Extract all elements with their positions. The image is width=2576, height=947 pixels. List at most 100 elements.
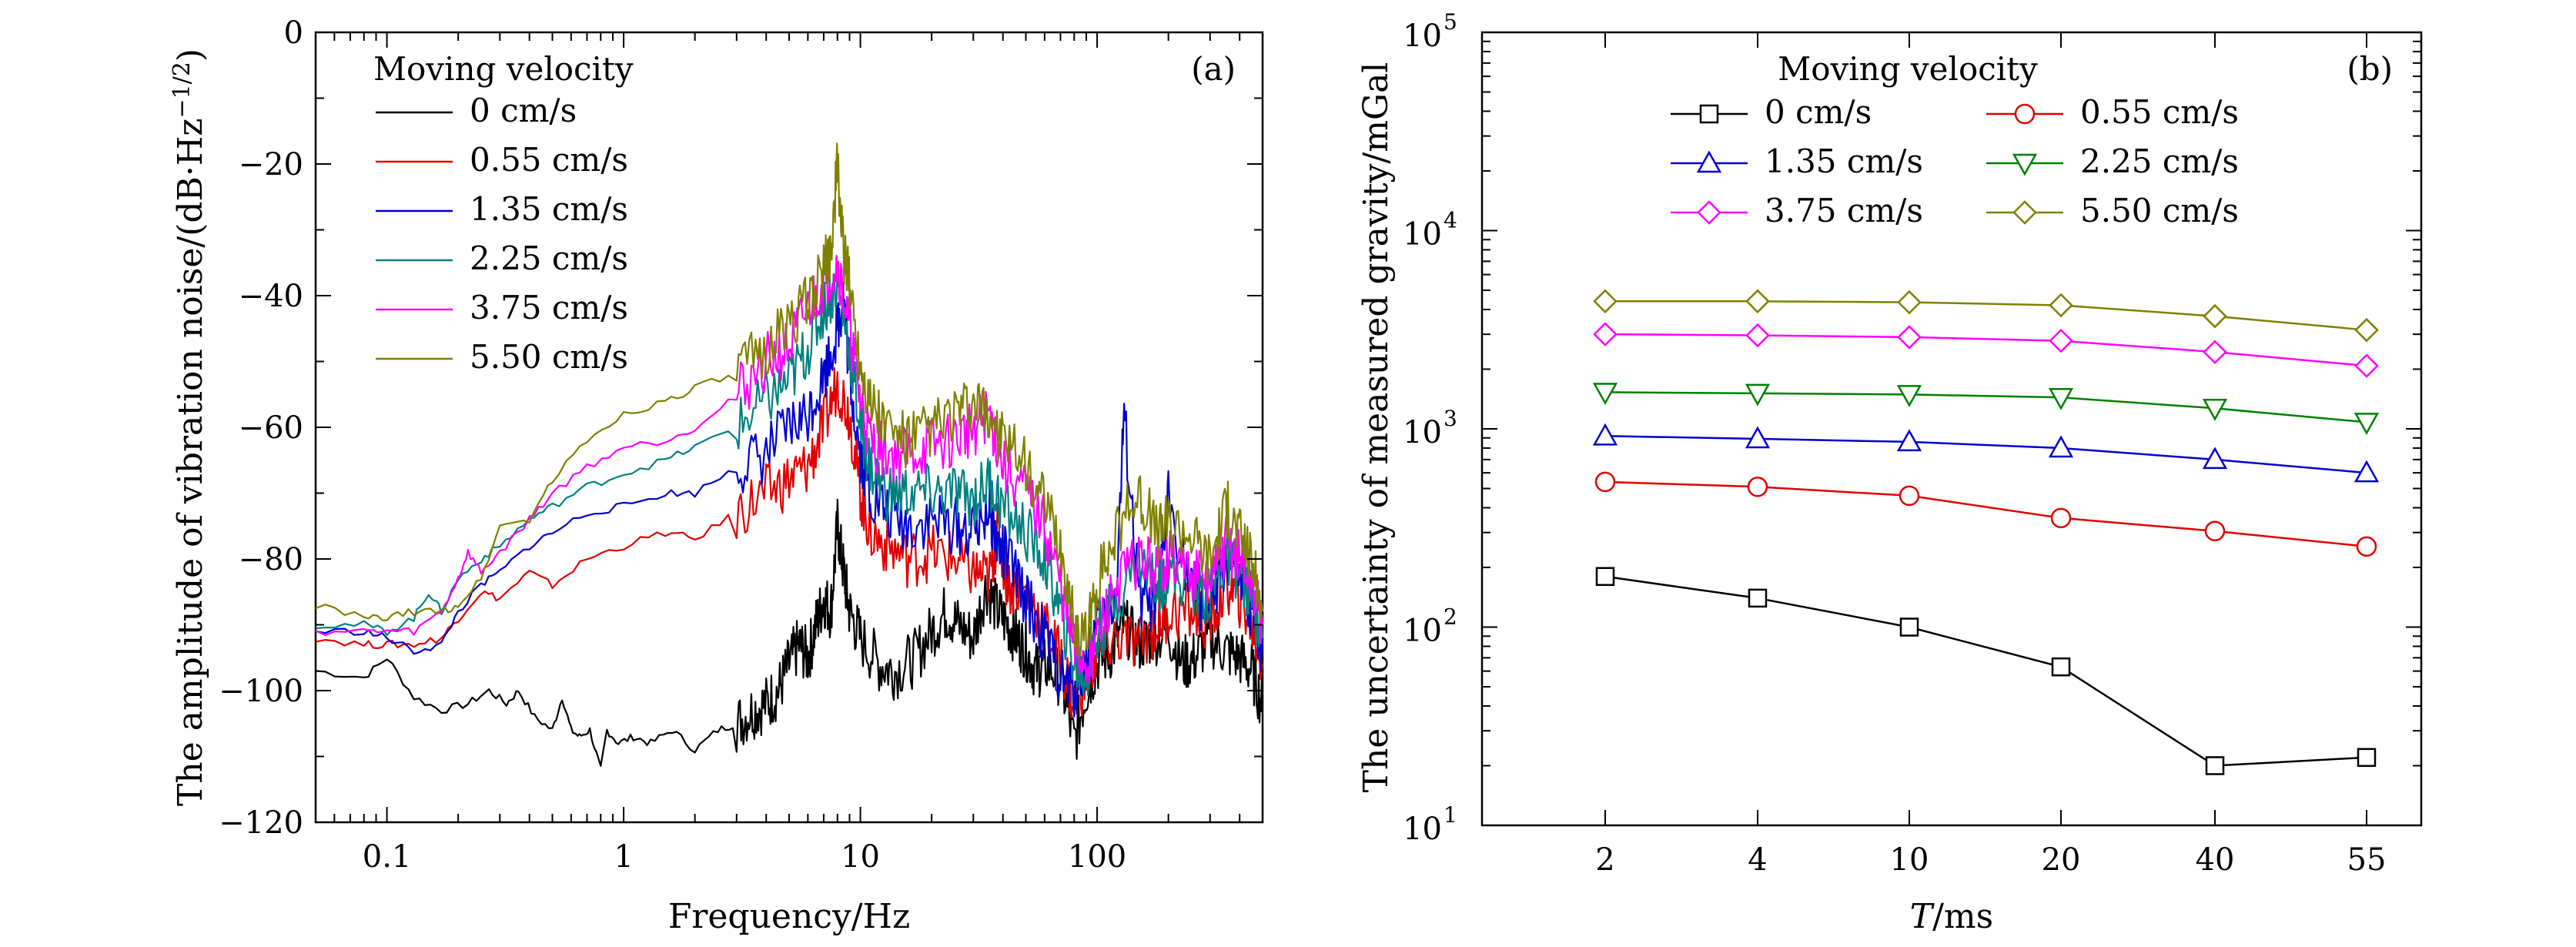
data-point-b-2-25-cm-s [1592, 383, 1618, 406]
x-tick-label-a: 1 [614, 839, 633, 875]
legend-marker-b-1-35-cm-s [1696, 150, 1722, 173]
legend-marker-b-3-75-cm-s [1697, 200, 1721, 225]
series-line-b-0-cm-s [1604, 575, 2367, 767]
data-point-b-2-25-cm-s [2048, 387, 2074, 410]
series-line-a-2-25-cm-s [315, 264, 1264, 696]
data-point-b-0-cm-s [1595, 567, 1615, 587]
data-point-b-2-25-cm-s [2202, 399, 2228, 421]
data-point-b-0-cm-s [2357, 748, 2377, 768]
legend-label-a-2-25-cm-s: 2.25 cm/s [470, 239, 628, 277]
series-line-b-2-25-cm-s [1604, 391, 2367, 423]
y-tick-label-a: −120 [219, 805, 303, 841]
y-axis-title-a-end: ) [171, 49, 210, 62]
legend-label-b-2-25-cm-s: 2.25 cm/s [2080, 142, 2239, 180]
ticks-layer-a: 0.1 1 10 100 0 −20 −40 −60 −80 −100 −120 [219, 15, 1263, 875]
series-layer-a [315, 142, 1264, 767]
legend-a: 0 cm/s 0.55 cm/s 1.35 cm/s 2.25 cm/s 3.75 cm… [376, 92, 628, 376]
data-point-b-5-50-cm-s [2203, 303, 2227, 329]
data-point-b-2-25-cm-s [1745, 383, 1771, 407]
legend-label-a-0-55-cm-s: 0.55 cm/s [470, 141, 628, 179]
legend-label-b-0-cm-s: 0 cm/s [1765, 93, 1872, 131]
data-point-b-1-35-cm-s [1896, 429, 1922, 452]
legend-label-a-0-cm-s: 0 cm/s [470, 92, 577, 129]
y-axis-title-a: The amplitude of vibration noise/(dB·Hz−… [169, 49, 210, 806]
series-line-a-0-55-cm-s [315, 367, 1264, 718]
x-tick-label-b: 10 [1890, 842, 1929, 878]
x-axis-title-b-italic: T [1910, 897, 1935, 936]
legend-label-b-1-35-cm-s: 1.35 cm/s [1765, 142, 1923, 180]
panel-a: 0.1 1 10 100 0 −20 −40 −60 −80 −100 −120 (a) Movin… [169, 15, 1264, 936]
series-line-b-5-50-cm-s [1605, 300, 2367, 331]
data-point-b-2-25-cm-s [1896, 385, 1922, 407]
x-axis-title-b-rest: /ms [1932, 897, 1993, 936]
y-axis-title-b: The uncertainty of measured gravity/mGal [1357, 62, 1396, 793]
y-tick-label-exp-b: 1 [1444, 802, 1457, 828]
series-line-b-0-55-cm-s [1604, 480, 2367, 548]
legend-marker-b-2-25-cm-s [2012, 153, 2038, 176]
data-point-b-3-75-cm-s [2049, 328, 2073, 353]
y-tick-label-b: 10 [1403, 415, 1442, 450]
x-tick-label-b: 20 [2042, 842, 2081, 878]
data-point-b-5-50-cm-s [1897, 289, 1922, 315]
legend-title-b: Moving velocity [1778, 50, 2038, 88]
data-point-b-3-75-cm-s [2354, 353, 2379, 378]
data-point-b-1-35-cm-s [2354, 460, 2380, 483]
legend-label-b-3-75-cm-s: 3.75 cm/s [1765, 192, 1923, 229]
legend-marker-b-0-cm-s [1699, 104, 1719, 124]
x-tick-label-a: 100 [1068, 839, 1126, 875]
data-point-b-3-75-cm-s [1593, 322, 1618, 346]
y-tick-label-exp-b: 4 [1444, 208, 1457, 233]
data-point-b-2-25-cm-s [2354, 413, 2380, 435]
y-tick-label-a: −100 [219, 674, 303, 709]
x-tick-label-b: 40 [2196, 842, 2235, 878]
series-layer-b [1592, 289, 2380, 775]
x-tick-label-b: 4 [1748, 842, 1767, 878]
legend-label-a-3-75-cm-s: 3.75 cm/s [470, 289, 628, 326]
x-axis-title-b: T/ms [1910, 897, 1994, 936]
y-tick-label-b: 10 [1403, 811, 1442, 847]
legend-marker-b-5-50-cm-s [2012, 200, 2037, 225]
data-point-b-3-75-cm-s [1745, 323, 1770, 348]
legend-label-a-1-35-cm-s: 1.35 cm/s [470, 190, 628, 228]
legend-b: 0 cm/s 0.55 cm/s 1.35 cm/s 2.25 cm/s 3.75 cm… [1671, 93, 2239, 229]
y-tick-label-exp-b: 3 [1444, 406, 1457, 431]
y-tick-label-exp-b: 2 [1444, 604, 1457, 630]
y-axis-title-a-sup: −1/2 [169, 62, 196, 118]
panel-label-b: (b) [2347, 50, 2393, 88]
data-point-b-0-55-cm-s [1899, 485, 1920, 507]
y-tick-label-b: 10 [1403, 614, 1442, 649]
data-point-b-3-75-cm-s [1897, 325, 1922, 350]
plot-frame-b [1480, 31, 2423, 827]
data-point-b-0-cm-s [2205, 756, 2225, 775]
legend-label-a-5-50-cm-s: 5.50 cm/s [470, 338, 628, 376]
data-point-b-1-35-cm-s [1592, 423, 1618, 446]
y-axis-title-a-main: The amplitude of vibration noise/(dB·Hz [171, 119, 210, 806]
x-tick-label-a: 10 [841, 839, 880, 875]
x-tick-label-b: 2 [1595, 842, 1614, 878]
y-tick-label-b: 10 [1403, 217, 1442, 253]
data-point-b-0-55-cm-s [2204, 520, 2226, 542]
legend-label-b-5-50-cm-s: 5.50 cm/s [2080, 192, 2239, 229]
data-point-b-3-75-cm-s [2203, 340, 2227, 365]
y-tick-label-a: −20 [239, 147, 303, 182]
panel-label-a: (a) [1191, 50, 1236, 88]
y-tick-label-a: 0 [284, 15, 303, 51]
data-point-b-5-50-cm-s [1593, 289, 1618, 314]
series-line-b-3-75-cm-s [1604, 333, 2367, 367]
y-tick-label-a: −60 [239, 410, 303, 446]
data-point-b-0-cm-s [2051, 657, 2071, 677]
legend-marker-b-0-55-cm-s [2014, 103, 2036, 125]
data-point-b-0-55-cm-s [2356, 536, 2377, 557]
y-tick-label-a: −80 [239, 542, 303, 577]
x-axis-title-a: Frequency/Hz [668, 897, 910, 936]
y-tick-label-a: −40 [239, 279, 303, 314]
data-point-b-0-cm-s [1899, 617, 1919, 637]
x-tick-label-b: 55 [2347, 842, 2387, 878]
data-point-b-0-cm-s [1748, 588, 1768, 608]
data-point-b-0-55-cm-s [1594, 471, 1616, 493]
series-line-b-1-35-cm-s [1604, 435, 2367, 474]
data-point-b-5-50-cm-s [2354, 317, 2379, 343]
